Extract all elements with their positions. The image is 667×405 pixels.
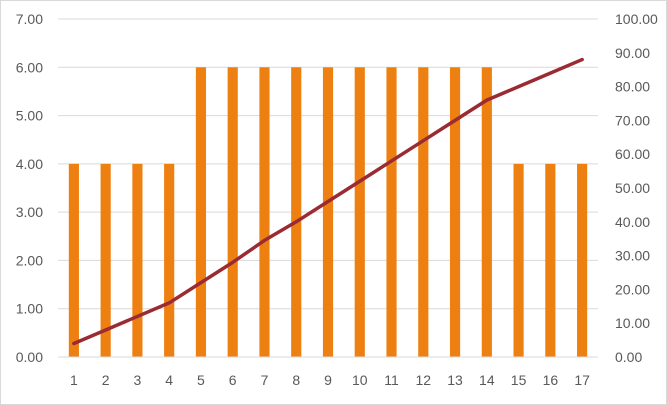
left-axis-tick-label: 1.00 [16,301,43,317]
x-axis-tick-label: 3 [134,372,142,388]
left-axis-tick-label: 6.00 [16,59,43,75]
left-axis-tick-label: 2.00 [16,252,43,268]
line-point [485,98,489,102]
line-point [580,58,584,62]
right-axis-tick-label: 80.00 [615,79,650,95]
bar [100,163,111,357]
right-axis-tick-label: 50.00 [615,180,650,196]
x-axis-tick-label: 1 [70,372,78,388]
left-axis-tick-labels: 0.00 1.00 2.00 3.00 4.00 5.00 6.00 7.00 [16,11,43,365]
line-point [72,341,76,345]
bar [354,67,365,358]
line-point [294,220,298,224]
right-axis-tick-label: 30.00 [615,248,650,264]
x-axis-tick-label: 12 [416,372,432,388]
left-axis-tick-label: 0.00 [16,349,43,365]
x-axis-tick-label: 14 [479,372,495,388]
x-axis-tick-label: 17 [574,372,590,388]
line-point [358,179,362,183]
line-point [453,118,457,122]
right-axis-tick-label: 20.00 [615,281,650,297]
right-axis-tick-label: 0.00 [615,349,642,365]
line-point [104,328,108,332]
x-axis-tick-label: 13 [447,372,463,388]
line-point [326,200,330,204]
x-axis-tick-label: 10 [352,372,368,388]
bar [386,67,397,358]
x-axis-tick-labels: 1 2 3 4 5 6 7 8 9 10 11 12 13 14 15 16 17 [70,372,590,388]
bar [481,67,492,358]
line-point [231,260,235,264]
bar [418,67,429,358]
x-axis-tick-label: 6 [229,372,237,388]
line-point [517,85,521,89]
x-axis-tick-label: 5 [197,372,205,388]
line-point [135,314,139,318]
x-axis-tick-label: 9 [324,372,332,388]
line-point [199,281,203,285]
right-axis-tick-label: 40.00 [615,214,650,230]
right-axis-tick-label: 60.00 [615,146,650,162]
bar [577,163,588,357]
right-axis-tick-label: 70.00 [615,112,650,128]
bar [513,163,524,357]
bar [68,163,79,357]
bar [259,67,270,358]
x-axis-tick-label: 15 [511,372,527,388]
x-axis-tick-label: 4 [165,372,173,388]
x-axis-tick-label: 2 [102,372,110,388]
line-point [262,238,266,242]
right-axis-tick-label: 10.00 [615,315,650,331]
right-axis-tick-label: 100.00 [615,11,658,27]
line-point [390,159,394,163]
line-point [167,301,171,305]
bar [291,67,302,358]
x-axis-tick-label: 7 [261,372,269,388]
left-axis-tick-label: 5.00 [16,108,43,124]
left-axis-tick-label: 3.00 [16,204,43,220]
bar [164,163,175,357]
bar [132,163,143,357]
x-axis-tick-label: 8 [292,372,300,388]
line-point [548,71,552,75]
bar [195,67,207,358]
bar [449,67,461,358]
left-axis-tick-label: 4.00 [16,156,43,172]
right-axis-tick-labels: 0.00 10.00 20.00 30.00 40.00 50.00 60.00 70.00 8… [615,11,658,365]
bar-series [68,67,588,358]
bar [227,67,238,358]
left-axis-tick-label: 7.00 [16,11,43,27]
line-point [421,139,425,143]
bar [322,67,334,358]
x-axis-tick-label: 11 [384,372,399,388]
bar [545,163,556,357]
x-axis-tick-label: 16 [543,372,559,388]
right-axis-tick-label: 90.00 [615,45,650,61]
line-series [72,57,584,346]
